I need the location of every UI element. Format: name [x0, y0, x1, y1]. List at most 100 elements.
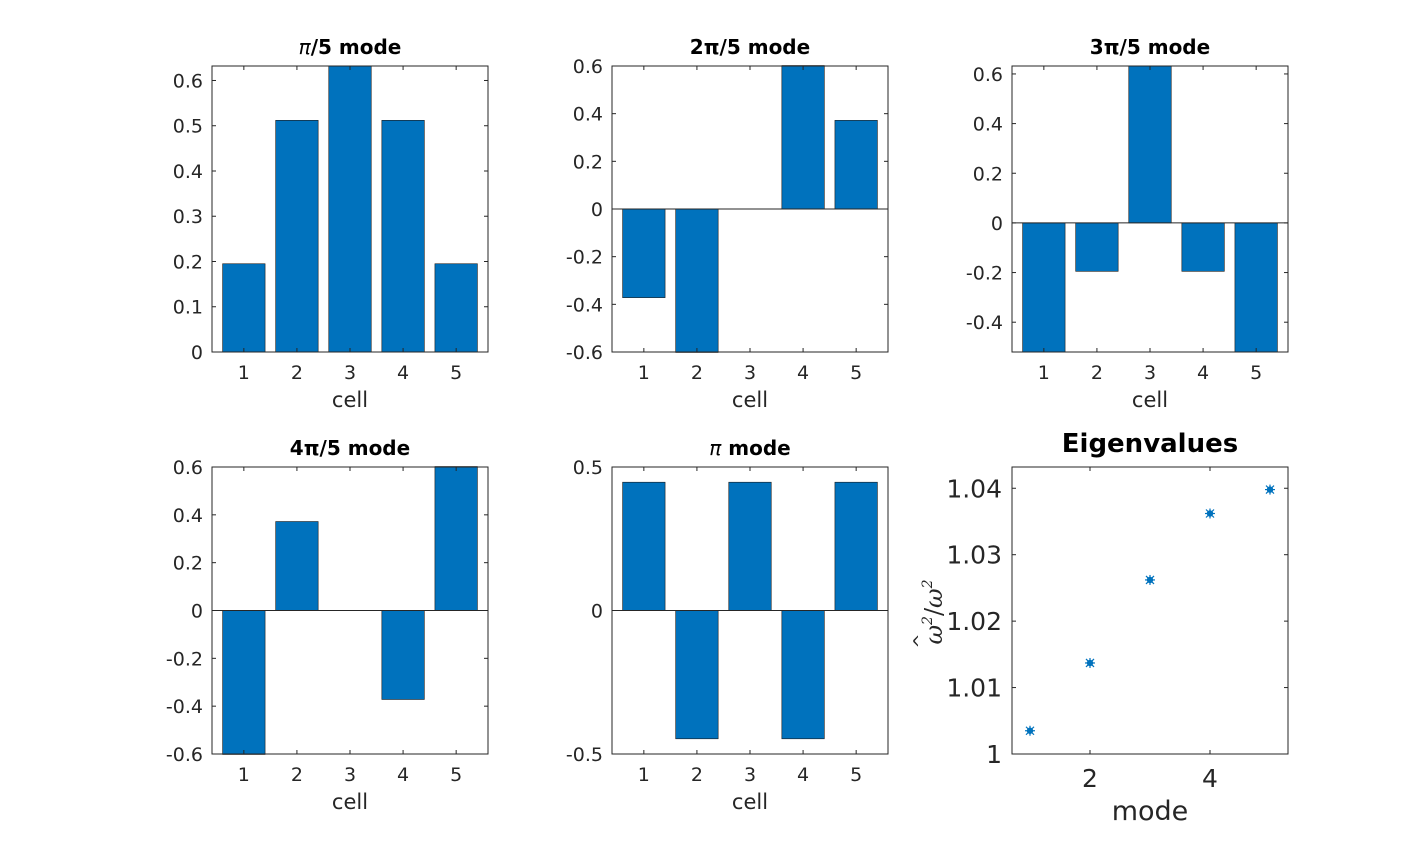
bar-series — [622, 481, 878, 740]
y-tick-label: 1 — [986, 740, 1002, 769]
bar-cell-5 — [434, 263, 478, 353]
x-axis: 1 2 3 4 5 — [238, 66, 462, 384]
title-symbol: π — [709, 436, 722, 460]
x-tick-label: 1 — [238, 362, 250, 384]
y-axis: 1 1.01 1.02 1.03 1.04 — [946, 474, 1288, 769]
marker-star-stroke — [1205, 509, 1215, 518]
bar-cell-3 — [1128, 65, 1172, 224]
x-axis-label: mode — [1112, 796, 1189, 827]
y-tick-label: -0.4 — [966, 312, 1003, 334]
ylabel-omega-hat: ω — [920, 625, 948, 645]
y-tick-label: 0 — [191, 342, 203, 364]
title-text: /5 mode — [720, 35, 811, 59]
x-tick-label: 3 — [344, 362, 356, 384]
y-tick-label: -0.4 — [566, 294, 603, 316]
x-tick-label: 5 — [1250, 362, 1262, 384]
bar-series — [222, 466, 478, 755]
x-tick-label: 3 — [744, 764, 756, 786]
subplot-2pi-over-5-mode: 2π/5 mode -0.6 -0.4 -0.2 0 0.2 0.4 0.6 1 2 3 4 5 c… — [566, 35, 889, 412]
data-point-mode-1 — [1025, 725, 1035, 736]
y-tick-label: 0.2 — [973, 163, 1003, 185]
x-tick-label: 2 — [291, 362, 303, 384]
data-point-mode-4 — [1205, 508, 1215, 519]
x-tick-label: 3 — [744, 362, 756, 384]
x-axis-label: cell — [732, 790, 768, 814]
y-tick-label: 1.03 — [946, 541, 1002, 570]
title-text: /5 mode — [1120, 35, 1211, 59]
subplot-title: 4π/5 mode — [290, 436, 410, 460]
axes-frame — [1011, 466, 1289, 755]
title-symbol: 4π — [290, 436, 320, 460]
x-tick-label: 4 — [397, 362, 409, 384]
bar-cell-4 — [381, 120, 425, 353]
x-tick-label: 4 — [1197, 362, 1209, 384]
x-tick-label: 1 — [1038, 362, 1050, 384]
bar-cell-4 — [381, 610, 425, 700]
subplot-title: 2π/5 mode — [690, 35, 810, 59]
y-tick-label: 0.1 — [173, 297, 203, 319]
y-tick-label: 0 — [591, 601, 603, 623]
y-axis-label: ω2/ω2 ^ — [910, 579, 948, 648]
y-tick-label: 0.4 — [173, 505, 203, 527]
y-tick-label: 0.6 — [973, 64, 1003, 86]
subplot-title: π/5 mode — [299, 35, 402, 59]
bar-cell-3 — [328, 65, 372, 353]
x-tick-label: 5 — [850, 764, 862, 786]
x-axis: 1 2 3 4 5 — [638, 467, 862, 786]
bar-cell-1 — [622, 208, 666, 298]
y-tick-label: -0.2 — [566, 247, 603, 269]
y-tick-label: -0.2 — [966, 263, 1003, 285]
y-tick-label: 1.02 — [946, 607, 1002, 636]
y-tick-label: 0.4 — [573, 104, 603, 126]
y-tick-label: 0.2 — [173, 251, 203, 273]
y-axis: -0.4 -0.2 0 0.2 0.4 0.6 — [966, 64, 1288, 334]
x-tick-label: 2 — [1082, 764, 1098, 793]
y-axis: -0.5 0 0.5 — [566, 457, 888, 766]
bar-cell-2 — [275, 120, 319, 353]
title-symbol: π — [299, 35, 312, 59]
bar-series — [622, 65, 878, 353]
marker-star-stroke — [1085, 658, 1095, 668]
marker-star-stroke — [1145, 575, 1155, 585]
ylabel-hat-accent: ^ — [910, 633, 931, 648]
x-tick-label: 4 — [797, 764, 809, 786]
x-tick-label: 1 — [238, 764, 250, 786]
bar-cell-2 — [1075, 222, 1119, 272]
y-tick-label: 1.01 — [946, 674, 1002, 703]
x-tick-label: 2 — [691, 362, 703, 384]
bar-cell-1 — [622, 481, 666, 611]
data-point-mode-5 — [1265, 484, 1275, 495]
x-axis-label: cell — [732, 388, 768, 412]
x-tick-label: 5 — [450, 764, 462, 786]
data-point-mode-2 — [1085, 657, 1095, 668]
bar-cell-4 — [1181, 222, 1225, 272]
y-tick-label: 0.5 — [573, 457, 603, 479]
x-axis-label: cell — [332, 790, 368, 814]
data-point-mode-3 — [1145, 574, 1155, 585]
y-tick-label: 0 — [991, 213, 1003, 235]
x-axis: 1 2 3 4 5 — [1038, 66, 1262, 384]
y-tick-label: 0.6 — [173, 457, 203, 479]
y-axis: -0.6 -0.4 -0.2 0 0.2 0.4 0.6 — [166, 457, 488, 766]
y-tick-label: -0.6 — [566, 342, 603, 364]
y-tick-label: 0.3 — [173, 206, 203, 228]
y-tick-label: -0.4 — [166, 696, 203, 718]
y-tick-label: 0.6 — [173, 70, 203, 92]
subplot-title: Eigenvalues — [1062, 429, 1238, 459]
subplot-4pi-over-5-mode: 4π/5 mode -0.6 -0.4 -0.2 0 0.2 0.4 0.6 1 2 3 4 5 c… — [166, 436, 489, 814]
bar-cell-1 — [1022, 222, 1066, 353]
x-tick-label: 3 — [1144, 362, 1156, 384]
x-tick-label: 1 — [638, 362, 650, 384]
y-tick-label: 0.6 — [573, 56, 603, 78]
ylabel-omega: ω — [920, 588, 948, 608]
x-tick-label: 1 — [638, 764, 650, 786]
x-axis: 1 2 3 4 5 — [638, 66, 862, 384]
y-tick-label: -0.2 — [166, 648, 203, 670]
title-text: /5 mode — [311, 35, 402, 59]
y-tick-label: 0.2 — [173, 553, 203, 575]
subplot-3pi-over-5-mode: 3π/5 mode -0.4 -0.2 0 0.2 0.4 0.6 1 2 3 4 5 cell — [966, 35, 1289, 412]
ylabel-sup-1: 2 — [920, 616, 936, 626]
x-axis-label: cell — [1132, 388, 1168, 412]
